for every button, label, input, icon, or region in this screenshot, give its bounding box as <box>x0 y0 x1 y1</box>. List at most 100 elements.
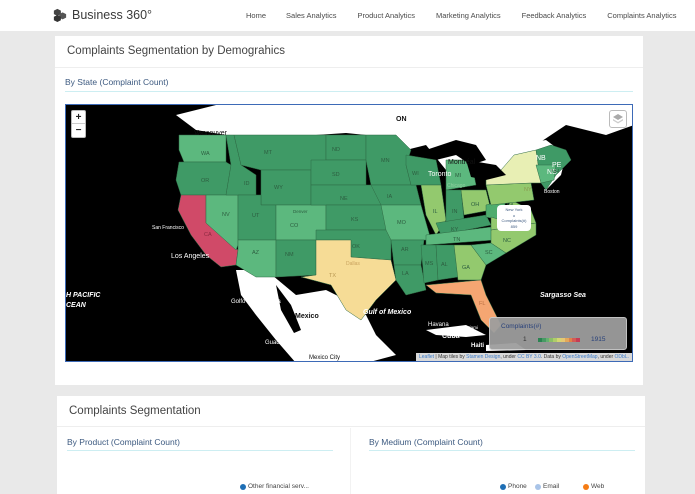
legend-label: Web <box>591 483 605 490</box>
state-label-ok: OK <box>352 244 360 250</box>
state-label-ny: NY <box>524 187 532 193</box>
legend-label: Other financial serv... <box>248 483 309 490</box>
region-label: NS <box>547 169 557 176</box>
leaflet-link[interactable]: Leaflet <box>419 354 435 360</box>
zoom-out-button[interactable]: − <box>75 125 82 136</box>
state-label-sc: SC <box>485 250 493 256</box>
layers-button[interactable] <box>609 110 627 128</box>
state-label-wa: WA <box>201 151 210 157</box>
city-label: Havana <box>428 322 449 328</box>
tooltip-state: New York <box>505 207 523 212</box>
card-title: Complaints Segmentation by Demograhics <box>67 45 285 57</box>
nav-sales-analytics[interactable]: Sales Analytics <box>286 11 337 20</box>
attribution-text: | Map tiles by <box>434 354 467 360</box>
city-label: San Francisco <box>152 225 184 231</box>
state-label-in: IN <box>452 209 458 215</box>
legend-max: 1915 <box>591 336 606 343</box>
legend-item-phone[interactable]: Phone <box>500 483 527 490</box>
region-label: ON <box>396 116 407 123</box>
legend-title: Complaints(#) <box>501 323 542 330</box>
zoom-in-button[interactable]: + <box>72 111 85 124</box>
cubes-icon <box>53 8 67 22</box>
map-attribution: Leaflet | Map tiles by Stamen Design , un… <box>416 353 632 361</box>
state-label-mi: MI <box>455 173 462 179</box>
by-medium-title: By Medium (Complaint Count) <box>369 437 483 447</box>
state-label-nh: NH <box>551 169 559 175</box>
brand-logo[interactable]: Business 360° <box>53 8 152 22</box>
state-label-wy: WY <box>274 185 283 191</box>
legend-dot-icon <box>500 483 506 490</box>
main-nav: Home Sales Analytics Product Analytics M… <box>246 11 676 20</box>
nav-product-analytics[interactable]: Product Analytics <box>357 11 415 20</box>
state-label-nv: NV <box>222 212 230 218</box>
state-label-mn: MN <box>381 158 390 164</box>
subtitle-underline <box>369 450 635 451</box>
odbl-link[interactable]: ODbL. <box>614 354 629 360</box>
state-label-ut: UT <box>252 213 260 219</box>
city-label: Guadalajara <box>265 340 298 346</box>
map-tooltip: New York o Complaints(#) 859 <box>497 205 531 231</box>
attribution-text: . Data by <box>540 354 563 360</box>
city-label: Los Angeles <box>171 253 210 260</box>
legend-color-scale <box>538 338 580 342</box>
state-label-oh: OH <box>471 202 480 208</box>
state-label-nc: NC <box>503 238 511 244</box>
city-label: Boston <box>544 189 560 195</box>
segmentation-card: Complaints Segmentation By Product (Comp… <box>57 396 645 494</box>
osm-link[interactable]: OpenStreetMap <box>562 354 598 360</box>
region-label: PE <box>552 162 562 169</box>
cc-link[interactable]: CC BY 3.0 <box>517 354 541 360</box>
by-product-title: By Product (Complaint Count) <box>67 437 180 447</box>
state-label-ia: IA <box>387 194 393 200</box>
city-label: Montréal <box>448 159 476 166</box>
sea-label: Golfo de California <box>231 299 281 305</box>
nav-home[interactable]: Home <box>246 11 267 20</box>
state-label-ks: KS <box>351 217 359 223</box>
choropleth-map[interactable]: + − Vancouver ON Montréal Toronto NB PE … <box>65 104 633 362</box>
by-state-title: By State (Complaint Count) <box>65 77 169 87</box>
nav-complaints-analytics[interactable]: Complaints Analytics <box>607 11 677 20</box>
divider <box>55 67 643 68</box>
legend-min: 1 <box>523 336 527 343</box>
state-label-la: LA <box>402 271 409 277</box>
state-label-az: AZ <box>252 250 260 256</box>
column-divider <box>350 428 351 494</box>
subtitle-underline <box>67 450 333 451</box>
legend-label: Email <box>543 483 560 490</box>
stamen-link[interactable]: Stamen Design <box>466 354 501 360</box>
layers-icon <box>613 114 623 124</box>
state-label-or: OR <box>201 178 210 184</box>
legend-dot-icon <box>535 483 541 490</box>
state-label-mt: MT <box>264 150 272 156</box>
state-label-ca: CA <box>204 232 212 238</box>
state-label-al: AL <box>441 262 448 268</box>
state-label-ne: NE <box>340 196 348 202</box>
legend-item-other-financial[interactable]: Other financial serv... <box>240 483 309 490</box>
tooltip-marker: o <box>512 212 516 218</box>
legend-dot-icon <box>583 483 589 490</box>
map-zoom-control: + − <box>71 110 86 138</box>
state-label-co: CO <box>290 223 299 229</box>
attribution-text: , under <box>597 354 615 360</box>
legend-item-web[interactable]: Web <box>583 483 604 490</box>
state-label-tn: TN <box>453 237 461 243</box>
state-label-tx: TX <box>329 273 337 279</box>
country-label: Mexico <box>295 313 319 320</box>
country-label: Haiti <box>471 343 485 349</box>
tooltip-value: 859 <box>510 223 518 229</box>
country-label: Cuba <box>442 333 460 340</box>
state-label-mo: MO <box>397 220 406 226</box>
legend-dot-icon <box>240 483 246 490</box>
state-label-wi: WI <box>412 171 419 177</box>
state-label-ky: KY <box>451 227 459 233</box>
city-label: Mexico City <box>309 355 341 361</box>
state-label-nm: NM <box>285 252 294 258</box>
state-label-id: ID <box>244 181 250 187</box>
city-label: Toronto <box>428 171 452 178</box>
nav-marketing-analytics[interactable]: Marketing Analytics <box>436 11 501 20</box>
legend-item-email[interactable]: Email <box>535 483 559 490</box>
divider <box>57 426 645 427</box>
map-legend: Complaints(#) 1 1915 <box>489 317 627 350</box>
city-label: Miami <box>466 325 478 330</box>
nav-feedback-analytics[interactable]: Feedback Analytics <box>521 11 587 20</box>
